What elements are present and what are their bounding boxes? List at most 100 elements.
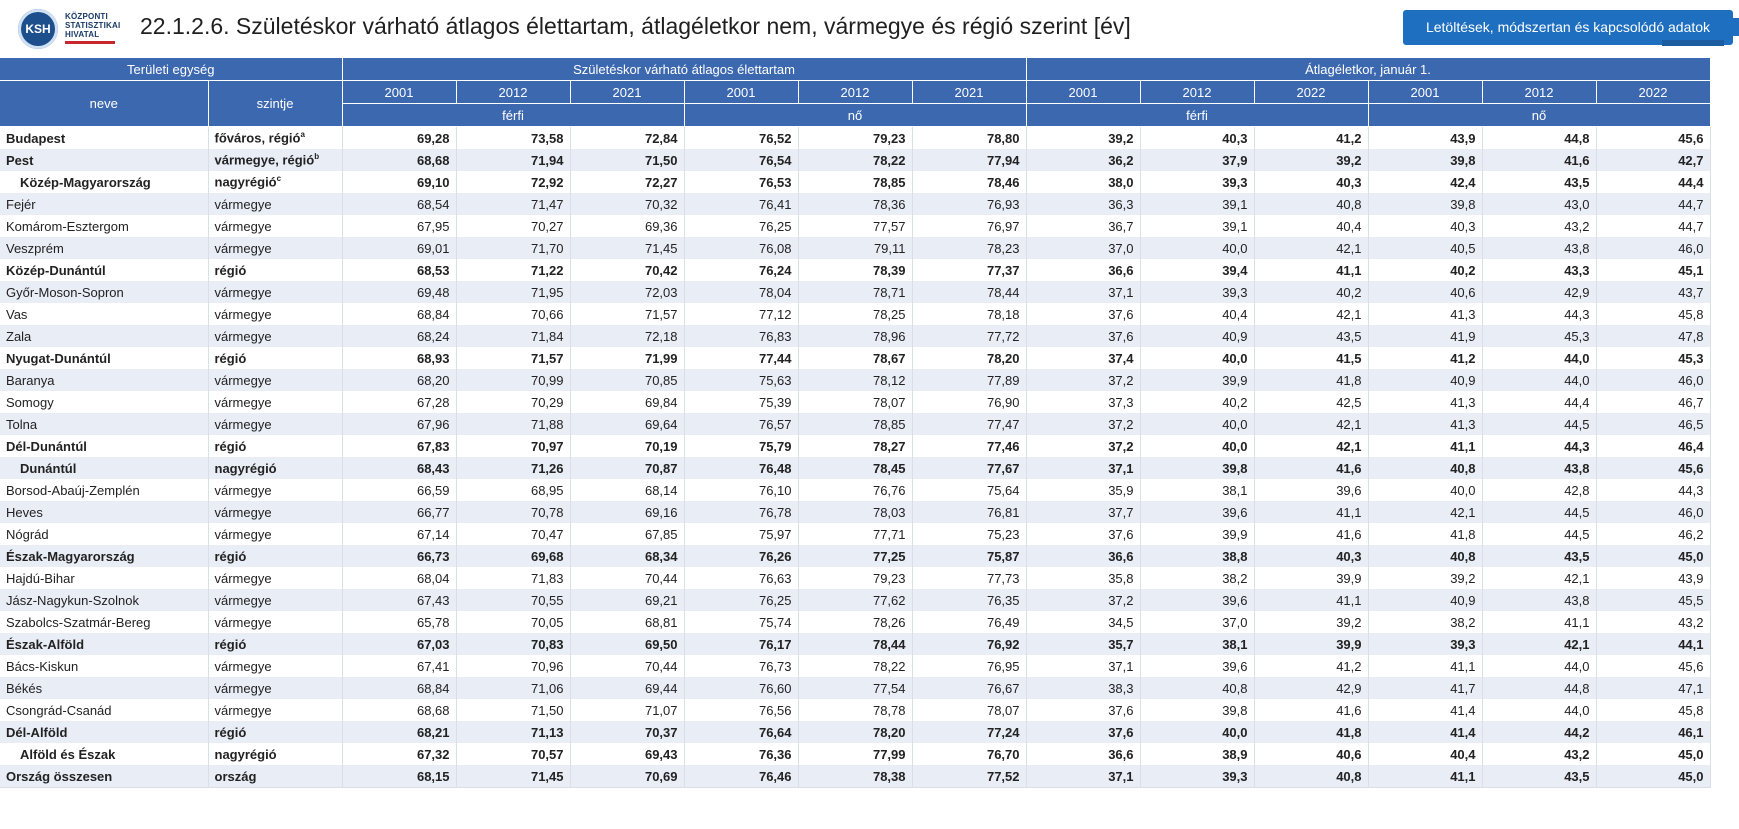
table-cell: 78,20 xyxy=(912,347,1027,369)
table-cell: 41,6 xyxy=(1254,699,1369,721)
downloads-button-edge xyxy=(1733,18,1739,36)
table-cell: 70,42 xyxy=(570,259,685,281)
table-row: Vas vármegye 68,84 70,66 71,57 77,12 78,25 78,1… xyxy=(0,303,1711,325)
data-table: Területi egység Születéskor várható átla… xyxy=(0,58,1711,788)
table-row: Békés vármegye 68,84 71,06 69,44 76,60 77,54 76… xyxy=(0,677,1711,699)
table-cell: 43,3 xyxy=(1482,259,1597,281)
row-level: vármegye xyxy=(208,303,343,325)
table-cell: 78,12 xyxy=(798,369,913,391)
table-cell: 69,01 xyxy=(342,237,457,259)
row-level-text: vármegye xyxy=(214,526,272,542)
header-sex-male: férfi xyxy=(1026,103,1369,127)
row-level-text: vármegye xyxy=(214,196,272,212)
table-cell: 40,3 xyxy=(1368,215,1483,237)
table-cell: 78,46 xyxy=(912,171,1027,193)
table-cell: 37,2 xyxy=(1026,589,1141,611)
table-cell: 76,53 xyxy=(684,171,799,193)
table-cell: 67,83 xyxy=(342,435,457,457)
table-cell: 72,84 xyxy=(570,126,685,149)
table-cell: 39,6 xyxy=(1254,479,1369,501)
table-cell: 45,8 xyxy=(1596,699,1711,721)
table-cell: 40,4 xyxy=(1254,215,1369,237)
table-cell: 68,54 xyxy=(342,193,457,215)
downloads-button[interactable]: Letöltések, módszertan és kapcsolódó ada… xyxy=(1403,10,1733,45)
row-level-text: főváros, régió xyxy=(214,130,301,146)
table-cell: 42,1 xyxy=(1254,237,1369,259)
table-cell: 76,52 xyxy=(684,126,799,149)
footnote-marker: b xyxy=(314,152,320,162)
row-level-text: vármegye xyxy=(214,372,272,388)
table-cell: 69,48 xyxy=(342,281,457,303)
page-header: KSH KÖZPONTI STATISZTIKAI HIVATAL 22.1.2… xyxy=(0,0,1739,58)
table-row: Somogy vármegye 67,28 70,29 69,84 75,39 78,07 7… xyxy=(0,391,1711,413)
header-year: 2001 xyxy=(1026,80,1141,104)
table-cell: 41,1 xyxy=(1368,765,1483,788)
logo-line: KÖZPONTI xyxy=(65,12,108,21)
header-year: 2001 xyxy=(1368,80,1483,104)
table-cell: 77,94 xyxy=(912,149,1027,171)
table-cell: 40,9 xyxy=(1140,325,1255,347)
row-name: Veszprém xyxy=(0,237,209,259)
ksh-logo[interactable]: KSH KÖZPONTI STATISZTIKAI HIVATAL xyxy=(18,7,126,49)
table-cell: 70,19 xyxy=(570,435,685,457)
table-cell: 76,57 xyxy=(684,413,799,435)
table-cell: 43,2 xyxy=(1482,215,1597,237)
table-cell: 34,5 xyxy=(1026,611,1141,633)
table-cell: 41,7 xyxy=(1368,677,1483,699)
table-cell: 44,5 xyxy=(1482,501,1597,523)
table-cell: 39,1 xyxy=(1140,215,1255,237)
table-cell: 44,3 xyxy=(1482,303,1597,325)
table-cell: 71,50 xyxy=(456,699,571,721)
table-cell: 71,07 xyxy=(570,699,685,721)
row-level: régió xyxy=(208,259,343,281)
header-year: 2012 xyxy=(456,80,571,104)
row-level-text: vármegye xyxy=(214,482,272,498)
table-cell: 68,95 xyxy=(456,479,571,501)
row-name: Somogy xyxy=(0,391,209,413)
row-name: Csongrád-Csanád xyxy=(0,699,209,721)
table-cell: 76,64 xyxy=(684,721,799,743)
header-year: 2022 xyxy=(1596,80,1711,104)
table-cell: 77,57 xyxy=(798,215,913,237)
table-cell: 41,1 xyxy=(1254,259,1369,281)
table-cell: 37,3 xyxy=(1026,391,1141,413)
table-cell: 40,0 xyxy=(1368,479,1483,501)
header-year: 2022 xyxy=(1254,80,1369,104)
table-cell: 40,8 xyxy=(1368,457,1483,479)
table-cell: 78,38 xyxy=(798,765,913,788)
row-level-text: vármegye xyxy=(214,570,272,586)
table-cell: 43,5 xyxy=(1482,765,1597,788)
table-cell: 39,3 xyxy=(1368,633,1483,655)
row-name: Pest xyxy=(0,149,209,171)
table-cell: 75,63 xyxy=(684,369,799,391)
table-cell: 41,8 xyxy=(1254,369,1369,391)
table-cell: 76,08 xyxy=(684,237,799,259)
table-cell: 39,9 xyxy=(1140,369,1255,391)
table-cell: 41,2 xyxy=(1254,655,1369,677)
table-body: Budapest főváros, régióa 69,28 73,58 72,84 76… xyxy=(0,126,1711,788)
table-cell: 75,74 xyxy=(684,611,799,633)
table-cell: 78,45 xyxy=(798,457,913,479)
table-cell: 41,1 xyxy=(1254,589,1369,611)
table-cell: 42,9 xyxy=(1482,281,1597,303)
table-cell: 45,6 xyxy=(1596,457,1711,479)
table-cell: 72,18 xyxy=(570,325,685,347)
table-cell: 77,89 xyxy=(912,369,1027,391)
table-row: Ország összesen ország 68,15 71,45 70,69 76,4… xyxy=(0,765,1711,788)
table-cell: 69,64 xyxy=(570,413,685,435)
table-cell: 40,8 xyxy=(1254,765,1369,788)
table-cell: 76,81 xyxy=(912,501,1027,523)
table-cell: 35,9 xyxy=(1026,479,1141,501)
table-cell: 41,1 xyxy=(1368,655,1483,677)
table-cell: 47,1 xyxy=(1596,677,1711,699)
table-cell: 77,54 xyxy=(798,677,913,699)
table-cell: 78,07 xyxy=(798,391,913,413)
table-cell: 78,67 xyxy=(798,347,913,369)
row-level: nagyrégió xyxy=(208,743,343,765)
downloads-button-tab xyxy=(1662,40,1724,46)
table-cell: 68,04 xyxy=(342,567,457,589)
table-cell: 67,85 xyxy=(570,523,685,545)
table-cell: 40,5 xyxy=(1368,237,1483,259)
table-cell: 43,5 xyxy=(1482,171,1597,193)
table-cell: 38,2 xyxy=(1368,611,1483,633)
